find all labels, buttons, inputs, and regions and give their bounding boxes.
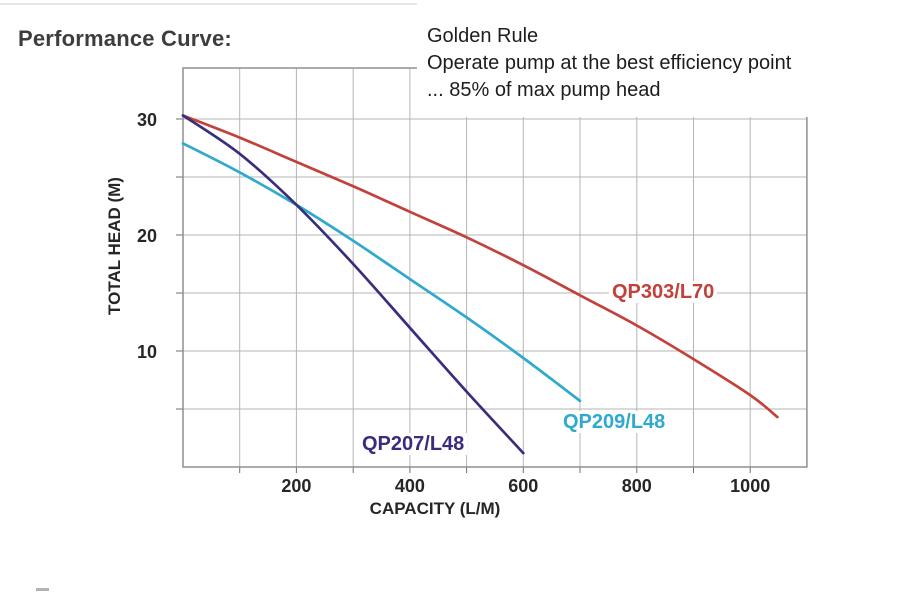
x-tick-label: 400 — [395, 476, 425, 496]
plot-border — [182, 67, 808, 468]
curve-qp303-l70 — [181, 114, 779, 419]
x-tick-label: 200 — [281, 476, 311, 496]
curve-qp207-l48 — [181, 114, 525, 455]
y-tick-label: 30 — [137, 110, 157, 130]
x-tick-label: 800 — [622, 476, 652, 496]
y-tick-label: 10 — [137, 342, 157, 362]
curve-label-qp209-l48: QP209/L48 — [560, 411, 669, 433]
annotation-heading: Golden Rule — [427, 25, 539, 47]
y-axis-title: TOTAL HEAD (M) — [105, 177, 124, 315]
x-tick-label: 600 — [508, 476, 538, 496]
annotation-line-3: ... 85% of max pump head — [427, 79, 661, 101]
annotation-line-2: Operate pump at the best efficiency poin… — [427, 52, 792, 74]
page-title: Performance Curve: — [18, 26, 232, 51]
axis-tick-marks — [176, 118, 751, 473]
curve-qp209-l48 — [181, 142, 582, 403]
grid-lines — [183, 68, 807, 467]
y-tick-label: 20 — [137, 226, 157, 246]
x-tick-label: 1000 — [730, 476, 770, 496]
annotation-overlay: Golden Rule Operate pump at the best eff… — [417, 0, 900, 117]
curve-label-qp207-l48: QP207/L48 — [359, 433, 468, 455]
scan-artifact — [36, 588, 49, 591]
curve-label-qp303-l70: QP303/L70 — [609, 281, 718, 303]
x-axis-title: CAPACITY (L/M) — [369, 499, 501, 518]
